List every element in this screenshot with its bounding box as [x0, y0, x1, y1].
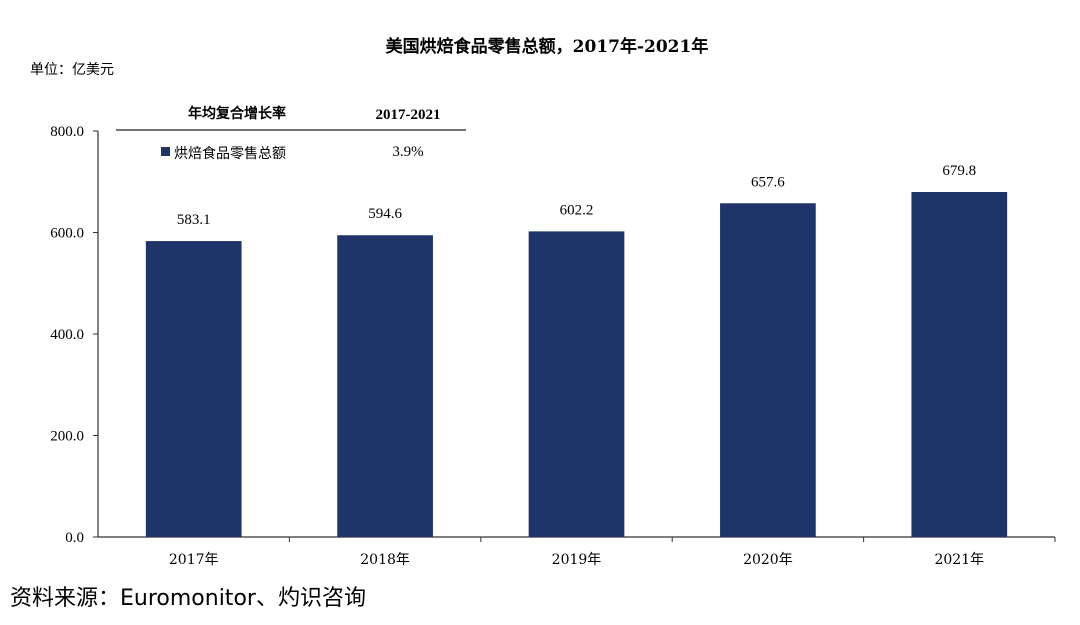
legend-swatch	[161, 147, 170, 156]
legend-header-label: 年均复合增长率	[188, 105, 286, 122]
bar-value-label: 583.1	[177, 212, 211, 228]
bar-series: 583.1 594.6 602.2 657.6 679.8	[145, 163, 1008, 538]
legend-growth-value: 3.9%	[392, 144, 423, 160]
bar-value-label: 679.8	[942, 163, 976, 179]
bar-1	[145, 241, 242, 537]
y-tick-label: 400.0	[50, 327, 84, 343]
bar-2	[337, 235, 433, 538]
bar-4	[720, 203, 816, 537]
source-note: 资料来源：Euromonitor、灼识咨询	[10, 586, 366, 611]
x-category-label: 2021年	[934, 552, 984, 568]
y-tick-label: 200.0	[50, 429, 84, 445]
legend-period-label: 2017-2021	[376, 107, 441, 123]
y-tick-label: 800.0	[50, 124, 84, 140]
chart-axes: 0.0 200.0 400.0 600.0 800.0 2017年 2018年 2019年 20…	[50, 124, 1056, 568]
x-category-label: 2019年	[552, 552, 602, 568]
bar-3	[528, 231, 625, 538]
x-category-label: 2020年	[743, 552, 793, 568]
legend-table: 年均复合增长率 2017-2021 烘焙食品零售总额 3.9%	[116, 105, 466, 162]
x-category-label: 2018年	[360, 552, 410, 568]
y-tick-label: 600.0	[50, 226, 84, 242]
x-category-label: 2017年	[169, 552, 219, 568]
bar-5	[911, 192, 1008, 537]
chart-title: 美国烘焙食品零售总额，2017年-2021年	[386, 36, 709, 57]
y-tick-label: 0.0	[65, 530, 84, 546]
bar-value-label: 602.2	[560, 202, 594, 218]
bar-value-label: 594.6	[368, 206, 402, 222]
bar-value-label: 657.6	[751, 174, 785, 190]
unit-label: 单位：亿美元	[30, 62, 114, 78]
legend-series-name: 烘焙食品零售总额	[174, 145, 286, 162]
